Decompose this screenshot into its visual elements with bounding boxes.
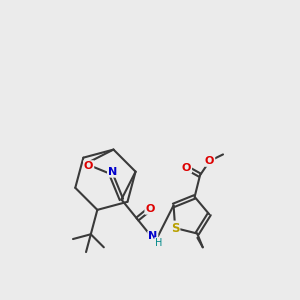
Text: O: O [182,163,191,173]
Text: O: O [84,161,93,171]
Text: O: O [205,156,214,166]
Text: N: N [108,167,117,177]
Text: O: O [145,204,155,214]
Text: S: S [171,221,179,235]
Text: N: N [148,231,158,242]
Text: H: H [155,238,162,248]
